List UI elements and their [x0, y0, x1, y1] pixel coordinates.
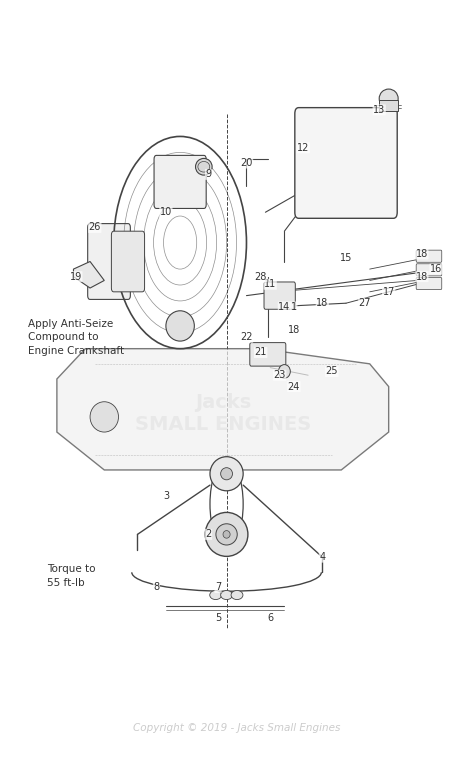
Text: Jacks
SMALL ENGINES: Jacks SMALL ENGINES: [135, 393, 311, 434]
Ellipse shape: [195, 158, 212, 175]
Text: 23: 23: [273, 370, 286, 381]
Text: 25: 25: [326, 366, 338, 377]
Text: 18: 18: [416, 249, 428, 259]
Text: 11: 11: [264, 279, 276, 290]
Ellipse shape: [210, 590, 222, 600]
Ellipse shape: [379, 89, 398, 108]
Text: 19: 19: [70, 271, 82, 282]
Text: 8: 8: [154, 582, 159, 593]
Text: 12: 12: [297, 143, 310, 153]
Ellipse shape: [220, 468, 232, 480]
Text: 2: 2: [205, 529, 212, 540]
Ellipse shape: [231, 590, 243, 600]
Text: 27: 27: [359, 298, 371, 309]
Text: 22: 22: [240, 332, 253, 343]
Text: 16: 16: [430, 264, 442, 274]
Ellipse shape: [223, 531, 230, 538]
Text: 1: 1: [291, 302, 297, 312]
Text: 18: 18: [316, 298, 328, 309]
Text: 9: 9: [206, 169, 211, 180]
Ellipse shape: [166, 311, 194, 341]
Text: Apply Anti-Seize
Compound to
Engine Crankshaft: Apply Anti-Seize Compound to Engine Cran…: [28, 319, 125, 356]
Text: Torque to
55 ft-lb: Torque to 55 ft-lb: [47, 565, 96, 587]
Ellipse shape: [210, 456, 243, 491]
Text: 6: 6: [267, 612, 273, 623]
FancyBboxPatch shape: [264, 282, 295, 309]
Text: 4: 4: [319, 552, 325, 562]
Polygon shape: [73, 262, 104, 288]
Text: 3: 3: [163, 491, 169, 502]
Ellipse shape: [220, 590, 232, 600]
Text: 26: 26: [89, 222, 101, 233]
Text: 15: 15: [340, 252, 352, 263]
Ellipse shape: [205, 512, 248, 556]
Text: Copyright © 2019 - Jacks Small Engines: Copyright © 2019 - Jacks Small Engines: [133, 722, 341, 733]
Text: 28: 28: [255, 271, 267, 282]
Text: 17: 17: [383, 287, 395, 297]
Bar: [379, 100, 398, 111]
Text: 20: 20: [240, 158, 253, 168]
Text: 5: 5: [215, 612, 221, 623]
Text: 13: 13: [373, 105, 385, 115]
Text: 21: 21: [255, 347, 267, 358]
FancyBboxPatch shape: [416, 277, 442, 290]
Text: 24: 24: [288, 381, 300, 392]
FancyBboxPatch shape: [111, 231, 145, 292]
Polygon shape: [57, 349, 389, 470]
Text: 18: 18: [288, 324, 300, 335]
Text: 14: 14: [278, 302, 291, 312]
FancyBboxPatch shape: [154, 155, 206, 208]
Ellipse shape: [90, 402, 118, 432]
FancyBboxPatch shape: [88, 224, 130, 299]
FancyBboxPatch shape: [295, 108, 397, 218]
Ellipse shape: [278, 365, 290, 378]
Text: 10: 10: [160, 207, 172, 218]
Text: 18: 18: [416, 271, 428, 282]
Ellipse shape: [216, 524, 237, 545]
Text: 7: 7: [215, 582, 221, 593]
FancyBboxPatch shape: [250, 343, 286, 366]
FancyBboxPatch shape: [416, 264, 442, 276]
FancyBboxPatch shape: [416, 250, 442, 262]
